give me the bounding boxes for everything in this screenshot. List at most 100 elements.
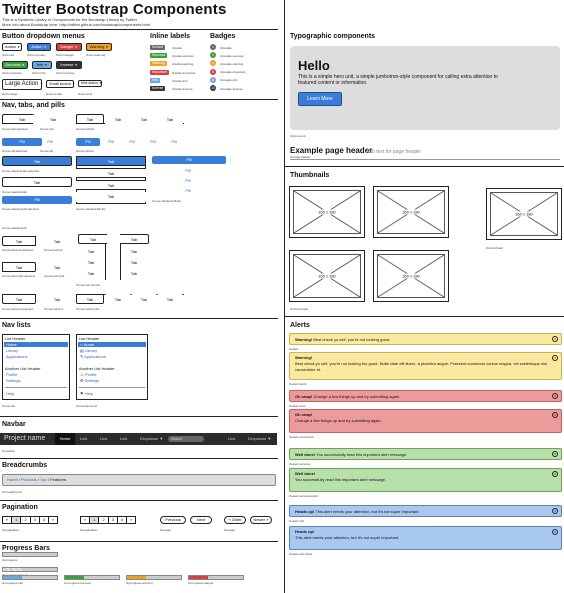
nav-list-item[interactable]: ☺ Profile (80, 372, 97, 377)
tab-list-selected[interactable]: Tab (76, 114, 104, 124)
tab-right[interactable]: Tab (44, 262, 70, 272)
hero-learn-more-button[interactable]: Learn More (298, 92, 342, 106)
thumbnail[interactable]: 160 x 180 (289, 186, 365, 238)
tab-right-selected[interactable]: Tab (2, 262, 36, 272)
pagination-prev[interactable]: « (81, 517, 91, 523)
pagination-page[interactable]: 4 (40, 517, 50, 523)
nav-list-item[interactable]: ⚙ Settings (80, 378, 100, 383)
breadcrumb-item[interactable]: Products (21, 477, 37, 482)
navbar-link[interactable]: Link (120, 436, 128, 441)
mini-action-dropdown-button[interactable]: Mini Action ▼ (78, 80, 102, 87)
pill-list-item[interactable]: Pill (150, 139, 156, 144)
close-icon[interactable]: × (552, 471, 558, 477)
nav-list-item[interactable]: ▤ Library (80, 348, 98, 353)
tab-vert-item[interactable]: Tab (78, 257, 104, 267)
tab-list-item[interactable]: Tab (131, 114, 157, 124)
tab[interactable]: Tab (33, 114, 73, 124)
navbar-dropdown[interactable]: Dropdown ▼ (140, 436, 164, 441)
thumbnail[interactable]: 160 x 180 (486, 188, 562, 240)
pager-next-button[interactable]: Next (190, 516, 212, 524)
close-icon[interactable]: × (552, 451, 558, 457)
navbar-dropdown-right[interactable]: Dropdown ▼ (248, 436, 272, 441)
navbar-link[interactable]: Link (228, 436, 236, 441)
inverse-dropdown-button[interactable]: Inverse ▼ (56, 61, 82, 69)
close-icon[interactable]: × (552, 336, 558, 342)
large-action-dropdown-button[interactable]: Large Action ▼ (2, 79, 43, 90)
pill-list-item[interactable]: Pill (129, 139, 135, 144)
tab-vert-selected[interactable]: Tab (120, 234, 149, 244)
pagination-page[interactable]: 2 (21, 517, 31, 523)
navbar-link[interactable]: Link (100, 436, 108, 441)
small-action-dropdown-button[interactable]: Small Action ▼ (46, 80, 75, 88)
tab-vert-item[interactable]: Tab (121, 268, 147, 278)
stacked-pill-list-item[interactable]: Pill (185, 178, 191, 183)
pill-list-selected[interactable]: Pill (76, 138, 100, 146)
tab-vert-item[interactable]: Tab (121, 257, 147, 267)
stacked-tab-list-selected[interactable]: Tab (76, 156, 146, 166)
breadcrumb-item[interactable]: Xyz (40, 477, 47, 482)
tab-vert-selected[interactable]: Tab (78, 234, 107, 244)
close-icon[interactable]: × (552, 393, 558, 399)
info-dropdown-button[interactable]: Info ▼ (32, 61, 52, 69)
tab-bot-list-item[interactable]: Tab (131, 294, 157, 304)
nav-list-item[interactable]: Applications (6, 354, 28, 359)
nav-list-item[interactable]: ✎ Applications (80, 354, 106, 359)
success-dropdown-button[interactable]: Success ▼ (2, 61, 28, 69)
primary-dropdown-button[interactable]: Action ▼ (27, 43, 51, 51)
navbar-link[interactable]: Link (80, 436, 88, 441)
navbar-brand[interactable]: Project name (4, 435, 46, 442)
pagination-next[interactable]: » (52, 517, 55, 522)
pager-older-button[interactable]: « Older (224, 516, 246, 524)
stacked-pill-list-item[interactable]: Pill (185, 188, 191, 193)
stacked-pill-list-selected[interactable]: Pill (152, 156, 226, 164)
pill-list-item[interactable]: Pill (108, 139, 114, 144)
page-info-link[interactable]: More info about Bootstrap here: http://t… (2, 22, 150, 27)
stacked-tab[interactable]: Tab (2, 177, 72, 187)
tab-bot-selected[interactable]: Tab (2, 294, 36, 304)
nav-list-item[interactable]: Library (6, 348, 19, 353)
thumbnail[interactable]: 160 x 180 (373, 250, 449, 302)
nav-list-item[interactable]: Profile (6, 372, 18, 377)
close-icon[interactable]: × (552, 508, 558, 514)
stacked-tab-list-item[interactable]: Tab (76, 180, 146, 190)
tab-bot[interactable]: Tab (44, 294, 70, 304)
warning-dropdown-button[interactable]: Warning ▼ (86, 43, 112, 51)
close-icon[interactable]: × (552, 529, 558, 535)
tab-left[interactable]: Tab (44, 236, 70, 246)
tab-list-item[interactable]: Tab (157, 114, 183, 124)
pagination-page[interactable]: 4 (118, 517, 128, 523)
pager-newer-button[interactable]: Newer » (250, 516, 272, 524)
pagination-prev[interactable]: « (3, 517, 13, 523)
pill-list-item[interactable]: Pill (171, 139, 177, 144)
stacked-tab-selected[interactable]: Tab (2, 156, 72, 166)
pagination-page-active[interactable]: 1 (90, 517, 100, 523)
pagination-page[interactable]: 3 (31, 517, 40, 523)
breadcrumb-item[interactable]: Home (7, 477, 18, 482)
thumbnail[interactable]: 160 x 180 (373, 186, 449, 238)
tab-vert-item[interactable]: Tab (78, 246, 104, 256)
stacked-pill-selected[interactable]: Pill (2, 196, 72, 204)
action-dropdown-button[interactable]: Action ▼ (2, 43, 22, 51)
tab-vert-item[interactable]: Tab (78, 268, 104, 278)
tab-list-item[interactable]: Tab (105, 114, 131, 124)
pill[interactable]: Pill (47, 139, 53, 144)
tab-bot-list-item[interactable]: Tab (157, 294, 183, 304)
tab-bot-list-item[interactable]: Tab (105, 294, 131, 304)
tab-left-selected[interactable]: Tab (2, 236, 36, 246)
pagination-page-active[interactable]: 1 (12, 517, 22, 523)
nav-list-item[interactable]: Settings (6, 378, 21, 383)
nav-list-item-active[interactable]: Home (4, 342, 68, 347)
pagination-page[interactable]: 2 (99, 517, 109, 523)
nav-list-item-active[interactable]: ⌂ Home (78, 342, 146, 347)
pager-previous-button[interactable]: Previous (160, 516, 186, 524)
stacked-tab-list-item[interactable]: Tab (76, 168, 146, 178)
nav-list-item[interactable]: ⚑ Help (80, 391, 93, 396)
navbar-search-input[interactable]: Search (168, 436, 204, 442)
nav-list-item[interactable]: Help (6, 391, 15, 396)
pagination-next[interactable]: » (130, 517, 133, 522)
danger-dropdown-button[interactable]: Danger ▼ (56, 43, 82, 51)
close-icon[interactable]: × (552, 412, 558, 418)
stacked-pill-list-item[interactable]: Pill (185, 168, 191, 173)
navbar-link-active[interactable]: Home (55, 433, 75, 445)
pill-selected[interactable]: Pill (2, 138, 42, 146)
